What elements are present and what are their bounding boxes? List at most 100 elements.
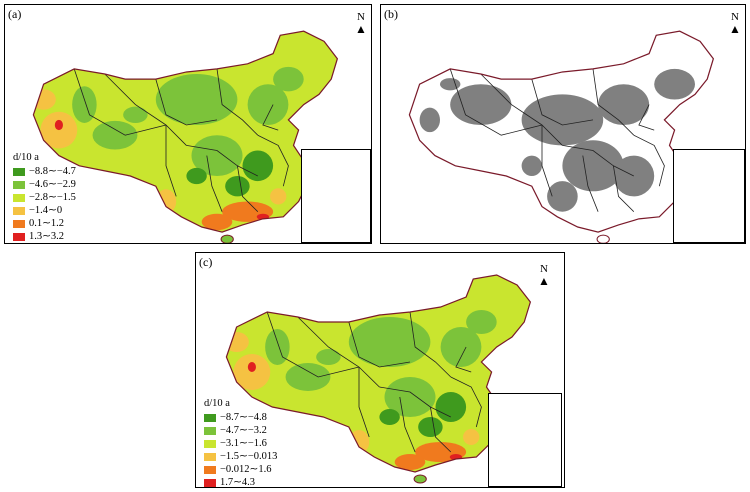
north-label: N: [731, 11, 739, 23]
trend-region: [247, 84, 289, 125]
province-border: [455, 346, 472, 373]
trend-region: [233, 354, 271, 390]
trend-region: [40, 111, 78, 149]
province-border: [562, 144, 634, 177]
hainan-island: [413, 474, 427, 484]
significance-map-b: [408, 30, 715, 243]
trend-map-c: [225, 274, 532, 484]
north-label: N: [357, 11, 365, 23]
hainan-island: [220, 234, 234, 243]
province-border: [186, 144, 258, 177]
province-border: [262, 104, 279, 131]
trend-map-a: [32, 30, 339, 243]
legend-label: −2.8∼−1.5: [29, 192, 76, 203]
significant-region: [598, 84, 650, 125]
province-border: [104, 73, 187, 146]
trend-region: [225, 176, 250, 197]
legend-swatch: [204, 439, 216, 448]
trend-region: [285, 363, 331, 391]
panel-label: (b): [384, 7, 398, 21]
trend-region: [440, 327, 482, 367]
trend-region: [54, 119, 63, 131]
province-border: [480, 73, 563, 146]
trend-region: [379, 409, 400, 425]
province-border: [236, 165, 259, 212]
legend-swatch: [204, 413, 216, 422]
legend-swatch: [13, 232, 25, 241]
legend-swatch: [13, 219, 25, 228]
province-border: [358, 367, 370, 438]
legend-label: 0.1∼1.2: [29, 218, 65, 229]
legend-item: 0.1∼1.2: [13, 217, 76, 230]
significant-region: [419, 107, 440, 133]
trend-region: [466, 310, 497, 334]
trend-region: [92, 120, 138, 150]
province-border: [541, 124, 553, 197]
legend-item: −4.6∼−2.9: [13, 178, 76, 191]
map-panel-c: (c) N ▲ d/10 a −8.7∼−4.8 −4.7∼−3.2 −3.1∼−1…: [195, 252, 565, 488]
significant-region: [521, 155, 542, 176]
legend-title: d/10 a: [13, 152, 39, 163]
province-border: [165, 124, 177, 197]
trend-region: [186, 167, 207, 185]
china-map: [32, 30, 339, 243]
legend-swatch: [204, 478, 216, 487]
trend-region: [463, 429, 480, 445]
country-border: [225, 274, 532, 473]
province-border: [257, 134, 289, 187]
legend-swatch: [204, 452, 216, 461]
legend-item: 1.3∼3.2: [13, 230, 76, 243]
province-border: [297, 316, 380, 388]
legend-label: −4.7∼−3.2: [220, 425, 267, 436]
legend-title: d/10 a: [204, 398, 230, 409]
legend-label: −8.8∼−4.7: [29, 166, 76, 177]
legend-label: −3.1∼−1.6: [220, 438, 267, 449]
south-china-sea-inset: [301, 149, 371, 243]
legend-label: −0.012∼1.6: [220, 464, 272, 475]
trend-region: [123, 106, 148, 123]
south-china-sea-inset: [673, 149, 745, 243]
trend-region: [394, 454, 426, 470]
legend-c: d/10 a −8.7∼−4.8 −4.7∼−3.2 −3.1∼−1.6 −1.5∼−…: [204, 397, 277, 487]
trend-region: [33, 89, 56, 110]
legend-swatch: [204, 426, 216, 435]
significant-region: [547, 181, 578, 212]
trend-region: [273, 66, 304, 92]
legend-swatch: [13, 167, 25, 176]
province-border: [216, 68, 259, 136]
legend-label: −1.5∼−0.013: [220, 451, 278, 462]
trend-region: [384, 377, 436, 417]
north-label: N: [540, 263, 548, 275]
country-fill: [33, 31, 338, 233]
province-border: [348, 321, 411, 368]
legend-swatch: [13, 206, 25, 215]
legend-label: −4.6∼−2.9: [29, 179, 76, 190]
legend-swatch: [13, 193, 25, 202]
trend-region: [155, 74, 238, 125]
province-border: [531, 78, 594, 126]
legend-label: 1.3∼3.2: [29, 231, 65, 242]
trend-region: [265, 329, 290, 365]
country-border: [32, 30, 339, 233]
legend-item: −8.7∼−4.8: [204, 411, 277, 424]
province-border: [592, 68, 635, 136]
legend-swatch: [204, 465, 216, 474]
legend-item: −8.8∼−4.7: [13, 165, 76, 178]
country-fill: [226, 275, 531, 472]
panel-label: (a): [8, 7, 22, 21]
north-arrow-icon: N ▲: [538, 263, 550, 288]
province-border: [73, 68, 167, 136]
map-panel-b: (b) N ▲: [380, 4, 746, 244]
legend-item: −1.5∼−0.013: [204, 450, 277, 463]
significant-region: [440, 78, 461, 91]
province-border: [399, 396, 416, 453]
north-arrow-icon: N ▲: [729, 11, 741, 36]
province-border: [633, 134, 665, 187]
province-border: [638, 104, 655, 131]
legend-item: −3.1∼−1.6: [204, 437, 277, 450]
province-border: [206, 155, 223, 212]
legend-swatch: [13, 180, 25, 189]
trend-region: [348, 317, 431, 367]
trend-region: [191, 135, 243, 176]
trend-region: [242, 150, 274, 182]
